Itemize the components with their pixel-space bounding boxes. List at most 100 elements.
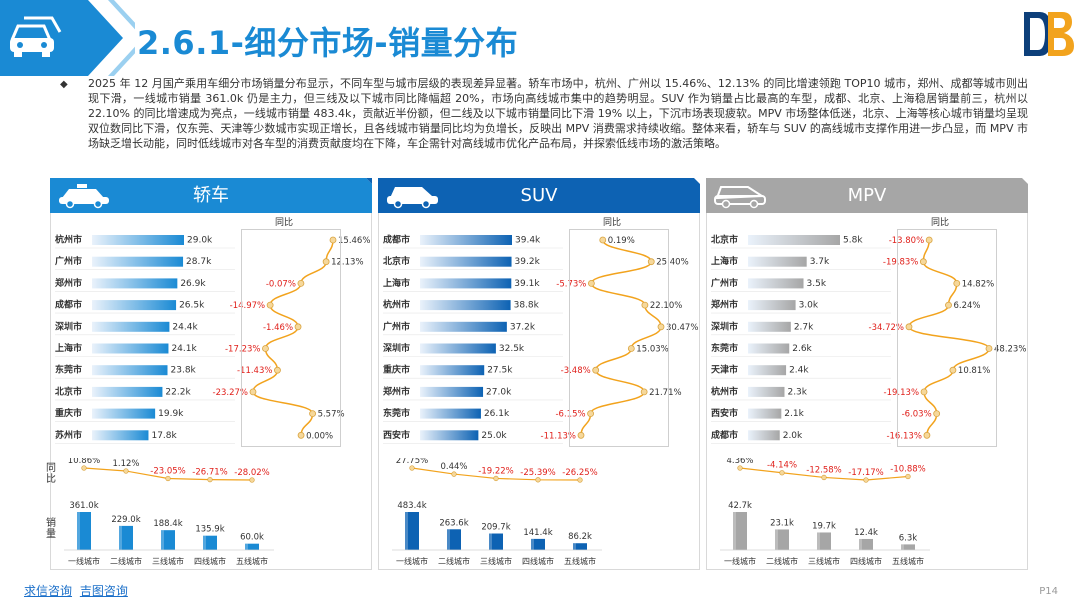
- footer-link-jitu[interactable]: 吉图咨询: [79, 584, 128, 598]
- tier-label: 二线城市: [766, 556, 798, 566]
- tier-value: 42.7k: [728, 501, 752, 511]
- city-bar: [748, 256, 807, 267]
- city-label: 郑州市: [711, 299, 738, 311]
- yoy-point: [322, 258, 330, 266]
- tier-yoy-point: [81, 465, 87, 471]
- tier-bar: [161, 530, 175, 550]
- tier-yoy-label: 0.44%: [440, 462, 467, 472]
- tier-bar-highlight: [531, 538, 534, 550]
- tier-bar-highlight: [817, 532, 820, 550]
- footer-link-qiuxin[interactable]: 求信咨询: [24, 584, 73, 598]
- yoy-label: 0.19%: [608, 236, 635, 246]
- tier-yoy-label: 4.36%: [726, 458, 753, 466]
- tier-bar: [77, 512, 91, 550]
- tier-value: 19.7k: [812, 521, 836, 531]
- tier-label: 三线城市: [152, 556, 184, 566]
- footer-links: 求信咨询 吉图咨询: [24, 582, 132, 599]
- yoy-label: 0.00%: [306, 431, 333, 441]
- city-bar: [420, 365, 485, 376]
- yoy-point: [274, 366, 281, 374]
- yoy-line: [580, 239, 662, 436]
- city-value: 2.6k: [792, 344, 812, 354]
- city-label: 广州市: [55, 255, 82, 267]
- yoy-label: -0.07%: [266, 279, 296, 289]
- tier-bar-highlight: [489, 533, 492, 550]
- yoy-label: 15.46%: [338, 236, 370, 246]
- tier-label: 二线城市: [438, 556, 470, 566]
- tier-bar: [733, 512, 747, 550]
- tier-value: 141.4k: [523, 528, 552, 538]
- sedan-yoy-title: 同比: [275, 218, 294, 228]
- brand-logo: [1024, 12, 1074, 56]
- city-label: 广州市: [711, 277, 738, 289]
- yoy-label: -6.15%: [555, 410, 585, 420]
- yoy-point: [923, 431, 931, 439]
- city-bar: [92, 386, 163, 397]
- sedan-side-sales: 销量: [46, 518, 56, 540]
- mpv-yoy-frame: [897, 229, 997, 447]
- tier-value: 209.7k: [481, 523, 510, 533]
- city-label: 东莞市: [711, 342, 738, 354]
- yoy-line: [252, 239, 334, 436]
- tier-yoy-point: [165, 475, 171, 482]
- yoy-point: [945, 301, 952, 309]
- city-value: 24.1k: [171, 344, 197, 354]
- city-value: 2.7k: [794, 322, 814, 332]
- city-label: 杭州市: [711, 385, 738, 397]
- city-bar: [92, 235, 184, 245]
- yoy-label: -34.72%: [869, 323, 904, 333]
- city-label: 深圳市: [55, 320, 82, 332]
- city-bar: [92, 321, 170, 332]
- tier-label: 四线城市: [522, 556, 554, 566]
- yoy-line: [908, 239, 990, 436]
- tier-label: 五线城市: [564, 556, 596, 566]
- tier-yoy-label: 27.75%: [396, 458, 428, 466]
- city-value: 28.7k: [186, 257, 212, 267]
- tier-bar-highlight: [203, 535, 206, 550]
- city-bar: [420, 430, 479, 441]
- tier-bar-highlight: [245, 543, 248, 550]
- tier-label: 五线城市: [892, 556, 924, 566]
- sedan-panel: 轿车 杭州市 29.0k 广州市 28.7k 郑州市 26.9k 成都市 26.5k 深圳市 24…: [46, 178, 372, 570]
- tier-yoy-point: [409, 465, 415, 471]
- yoy-label: -17.23%: [225, 345, 260, 355]
- sedan-header: [50, 178, 372, 213]
- yoy-point: [309, 410, 316, 418]
- mpv-title: MPV: [847, 185, 887, 206]
- city-value: 26.5k: [179, 301, 205, 311]
- tier-yoy-point: [821, 474, 827, 481]
- yoy-point: [329, 236, 337, 244]
- city-label: 北京市: [383, 255, 410, 267]
- summary-bullet: ◆: [60, 79, 68, 90]
- city-label: 苏州市: [55, 429, 82, 441]
- tier-label: 一线城市: [724, 556, 756, 566]
- city-label: 深圳市: [383, 342, 410, 354]
- tier-label: 四线城市: [850, 556, 882, 566]
- city-label: 西安市: [383, 429, 410, 441]
- suv-panel: SUV 成都市 39.4k 北京市 39.2k 上海市 39.1k 杭州市 38.8k 广州市 3…: [378, 178, 700, 570]
- city-bar: [748, 365, 787, 376]
- yoy-label: 15.03%: [636, 345, 668, 355]
- mpv-header: [706, 178, 1028, 213]
- yoy-point: [925, 236, 933, 244]
- tier-yoy-point: [493, 475, 499, 482]
- yoy-label: 21.71%: [649, 388, 681, 398]
- city-bar: [748, 386, 785, 397]
- yoy-point: [657, 323, 665, 331]
- city-bar: [420, 408, 481, 419]
- city-bar: [420, 321, 507, 332]
- city-value: 3.5k: [807, 279, 827, 289]
- tier-bar-highlight: [77, 512, 80, 550]
- mpv-tier-chart: 4.36% -4.14% -12.58% -17.17% -10.88% 42.7k 一线城…: [720, 458, 930, 566]
- tier-label: 三线城市: [808, 556, 840, 566]
- city-value: 26.1k: [484, 409, 510, 419]
- tier-label: 一线城市: [396, 556, 428, 566]
- yoy-point: [587, 280, 595, 287]
- city-bar: [748, 430, 780, 441]
- yoy-label: -11.43%: [237, 366, 272, 376]
- city-value: 38.8k: [514, 301, 540, 311]
- city-bar: [748, 278, 804, 289]
- tier-yoy-point: [535, 477, 541, 483]
- suv-icon: [387, 187, 438, 209]
- suv-yoy-frame: [569, 229, 669, 447]
